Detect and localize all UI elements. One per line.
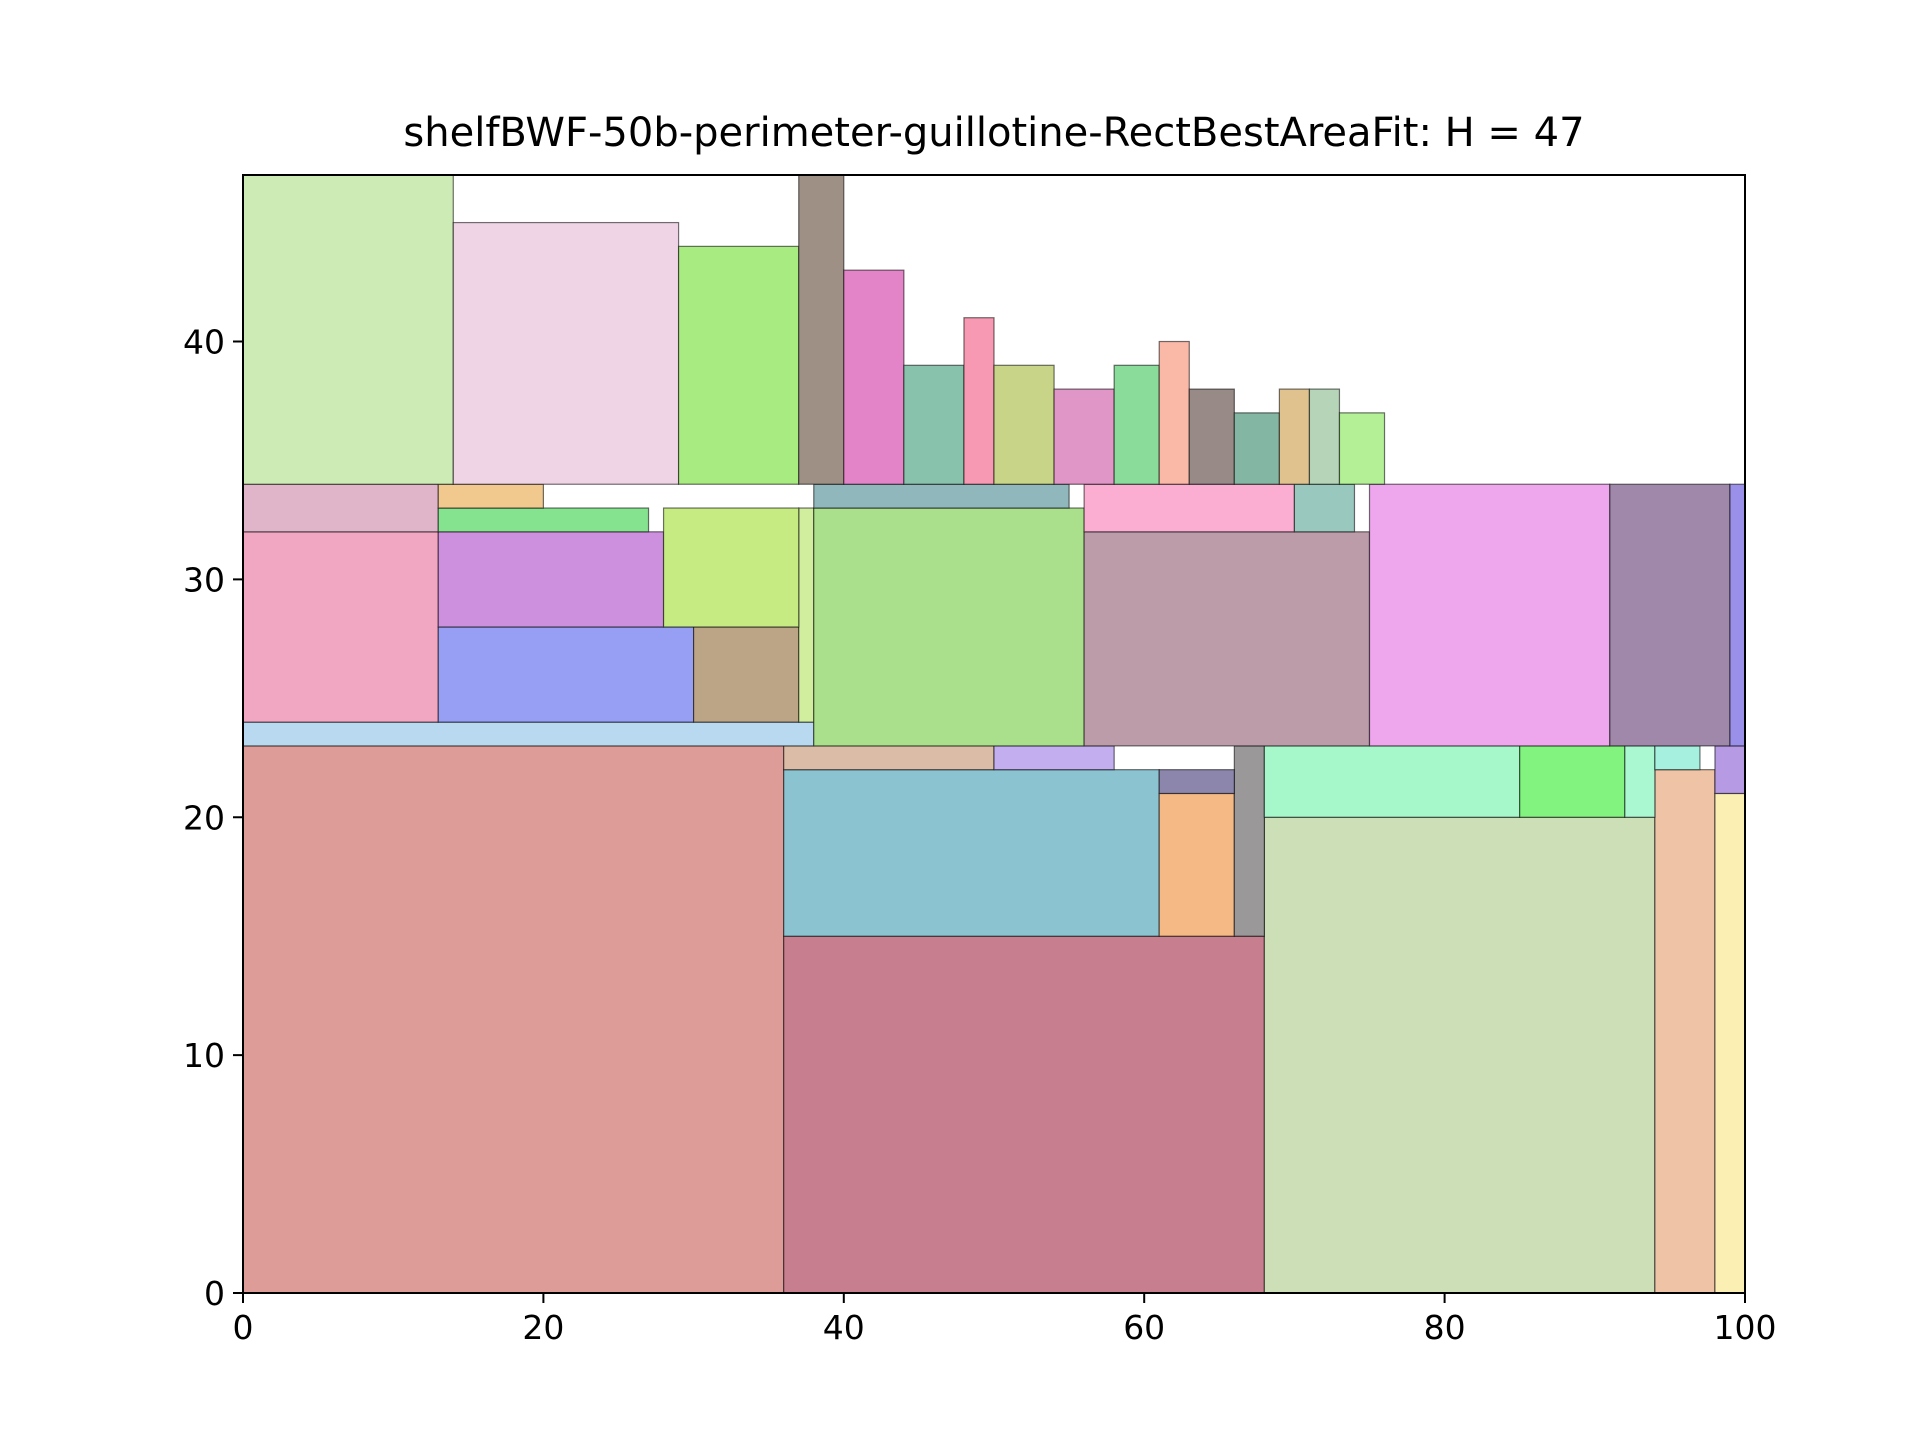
packed-rect-19	[437, 626, 695, 723]
packed-rect-32	[813, 483, 1070, 509]
packed-rect-22	[437, 531, 665, 628]
packed-rect-23	[662, 507, 800, 628]
packed-rect-42	[993, 364, 1055, 485]
packed-rect-7	[1158, 792, 1235, 937]
packed-rect-29	[242, 483, 439, 533]
x-tick-label: 40	[823, 1308, 865, 1347]
packed-rect-50	[1338, 412, 1386, 485]
packed-rect-28	[1729, 483, 1746, 747]
packed-rect-14	[1624, 745, 1656, 818]
packed-rect-5	[1714, 792, 1746, 1294]
rectangles-layer	[242, 174, 1746, 1294]
packed-rect-49	[1308, 388, 1341, 485]
packed-rect-34	[1293, 483, 1356, 533]
x-tick-label: 100	[1714, 1308, 1777, 1347]
packed-rect-30	[437, 507, 650, 533]
packed-rect-45	[1158, 340, 1190, 485]
packed-rect-20	[692, 626, 800, 723]
packed-rect-27	[1609, 483, 1731, 747]
packed-rect-46	[1188, 388, 1235, 485]
packed-rect-8	[1233, 745, 1265, 937]
chart-title: shelfBWF-50b-perimeter-guillotine-RectBe…	[403, 110, 1584, 156]
packed-rect-40	[903, 364, 965, 485]
packed-rect-36	[452, 221, 680, 485]
packed-rect-47	[1233, 412, 1280, 485]
packed-rect-44	[1113, 364, 1160, 485]
packed-rect-10	[783, 745, 995, 771]
packed-rect-18	[242, 531, 439, 723]
plot-frame	[242, 174, 1746, 1294]
packed-rect-26	[1368, 483, 1611, 747]
packed-rect-15	[1654, 745, 1701, 771]
packed-rect-43	[1053, 388, 1115, 485]
packed-rect-37	[677, 245, 800, 485]
packed-rect-25	[1083, 531, 1371, 747]
y-tick-label: 0	[204, 1274, 225, 1313]
y-tick-label: 10	[183, 1036, 225, 1075]
packed-rect-9	[1158, 769, 1235, 795]
packed-rect-16	[1714, 745, 1746, 795]
x-tick-label: 80	[1424, 1308, 1466, 1347]
packed-rect-39	[843, 269, 905, 485]
packed-rect-38	[798, 174, 845, 485]
packed-rect-33	[1083, 483, 1295, 533]
packed-rect-13	[1519, 745, 1626, 818]
x-tick-label: 0	[233, 1308, 254, 1347]
x-tick-label: 60	[1123, 1308, 1165, 1347]
packed-rect-6	[783, 769, 1160, 937]
y-tick-label: 30	[183, 560, 225, 599]
packed-rect-1	[242, 745, 785, 1294]
packed-rect-11	[993, 745, 1115, 771]
packed-rect-24	[813, 507, 1085, 747]
packed-rect-21	[798, 507, 815, 723]
packed-rect-41	[963, 317, 995, 485]
packed-rect-48	[1278, 388, 1311, 485]
x-tick-label: 20	[522, 1308, 564, 1347]
packed-rect-35	[242, 174, 454, 485]
packed-rect-31	[437, 483, 545, 509]
axes-layer: 0 20 40 60 80 100 0 10 20 30 40	[183, 174, 1777, 1347]
y-tick-label: 40	[183, 323, 225, 362]
packed-rect-4	[1654, 769, 1716, 1294]
y-tick-label: 20	[183, 798, 225, 837]
packed-rect-2	[783, 935, 1265, 1294]
packed-rect-12	[1263, 745, 1521, 818]
packed-rect-3	[1263, 816, 1656, 1294]
packed-rect-17	[242, 721, 815, 747]
